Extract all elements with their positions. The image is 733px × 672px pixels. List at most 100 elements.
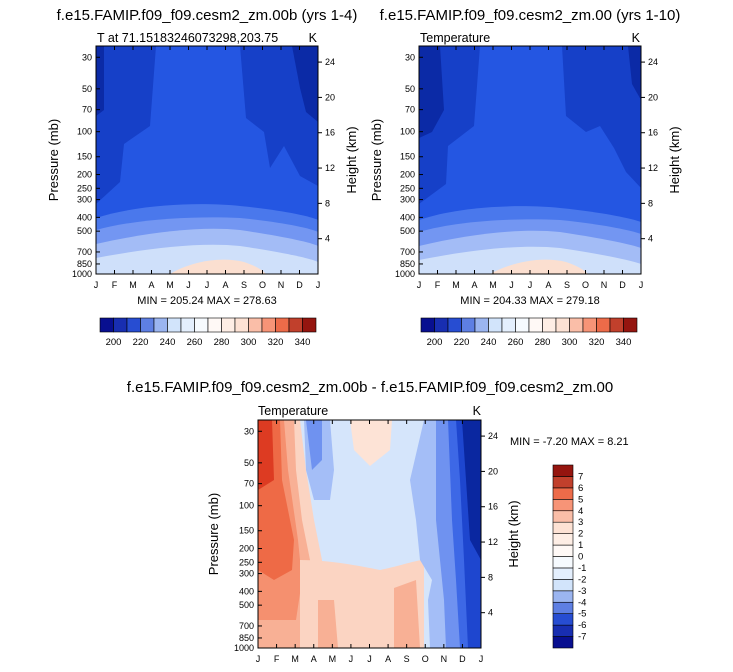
colorbar-cell	[140, 317, 155, 333]
x-tick-label: J	[417, 280, 422, 290]
height-tick-label: 24	[488, 431, 498, 441]
pressure-tick-label: 500	[77, 226, 92, 236]
x-tick-label: S	[404, 654, 410, 664]
colorbar-label: 320	[268, 337, 284, 348]
colorbar-cell	[248, 317, 263, 333]
x-tick-label: M	[291, 654, 299, 664]
p3-fill-cool-right-5	[462, 420, 481, 560]
panel-1-field	[96, 46, 318, 274]
pressure-tick-label: 250	[400, 183, 415, 193]
panel-2-field	[419, 46, 641, 274]
x-tick-label: J	[205, 280, 210, 290]
colorbar-cell	[275, 317, 290, 333]
pressure-tick-label: 30	[244, 426, 254, 436]
x-tick-label: A	[311, 654, 317, 664]
x-tick-label: A	[471, 280, 477, 290]
panel-3: f.e15.FAMIP.f09_f09.cesm2_zm.00b - f.e15…	[127, 379, 629, 664]
pressure-tick-label: 700	[77, 247, 92, 257]
pressure-tick-label: 500	[400, 226, 415, 236]
pressure-tick-label: 70	[244, 479, 254, 489]
pressure-tick-label: 400	[400, 212, 415, 222]
colorbar-cell	[552, 567, 574, 580]
p2-fill-level-850	[419, 246, 641, 274]
colorbar-cell	[234, 317, 249, 333]
pressure-tick-label: 50	[244, 458, 254, 468]
x-tick-label: D	[296, 280, 303, 290]
p3-fill-warm-lower-2	[318, 580, 420, 648]
colorbar-cell	[609, 317, 624, 333]
x-tick-label: A	[222, 280, 228, 290]
colorbar-cell	[180, 317, 195, 333]
x-tick-label: J	[367, 654, 372, 664]
colorbar-cell	[501, 317, 516, 333]
pressure-tick-label: 400	[239, 586, 254, 596]
pressure-tick-label: 200	[400, 170, 415, 180]
p1-fill-warm-surface	[170, 259, 266, 274]
colorbar-cell	[113, 317, 128, 333]
p3-fill-warm-top-mid	[350, 420, 392, 466]
panel-1-minmax: MIN = 205.24 MAX = 278.63	[137, 295, 276, 307]
height-tick-label: 12	[325, 163, 335, 173]
colorbar-cell	[99, 317, 114, 333]
pressure-tick-label: 300	[77, 195, 92, 205]
x-tick-label: A	[545, 280, 551, 290]
colorbar-cell	[447, 317, 462, 333]
colorbar-cell	[552, 624, 574, 637]
colorbar-label: 240	[481, 337, 497, 348]
colorbar-cell	[552, 499, 574, 512]
colorbar-label: 2	[578, 529, 583, 540]
colorbar-cell	[552, 590, 574, 603]
colorbar-cell	[623, 317, 638, 333]
colorbar-cell	[461, 317, 476, 333]
x-tick-label: J	[528, 280, 533, 290]
colorbar-cell	[302, 317, 317, 333]
height-tick-label: 8	[648, 198, 653, 208]
pressure-tick-label: 1000	[234, 643, 254, 653]
x-tick-label: N	[278, 280, 285, 290]
height-tick-label: 20	[325, 92, 335, 102]
pressure-tick-label: 700	[400, 247, 415, 257]
colorbar-label: -3	[578, 586, 586, 597]
colorbar-cell	[552, 636, 574, 649]
colorbar-cell	[515, 317, 530, 333]
x-tick-label: J	[509, 280, 514, 290]
colorbar-cell	[434, 317, 449, 333]
x-tick-label: N	[441, 654, 448, 664]
height-tick-label: 20	[488, 466, 498, 476]
colorbar-label: 340	[295, 337, 311, 348]
pressure-tick-label: 200	[77, 170, 92, 180]
panel-3-field	[258, 420, 481, 648]
p1-fill-dark-right	[292, 46, 318, 122]
colorbar-label: 280	[214, 337, 230, 348]
panel-1-unit-label: K	[309, 31, 318, 45]
pressure-tick-label: 850	[400, 259, 415, 269]
panel-3-title: f.e15.FAMIP.f09_f09.cesm2_zm.00b - f.e15…	[127, 379, 613, 396]
x-tick-label: J	[639, 280, 644, 290]
pressure-tick-label: 700	[239, 621, 254, 631]
panel-1-left-label: T at 71.15183246073298,203.75	[97, 31, 278, 45]
x-tick-label: A	[385, 654, 391, 664]
pressure-tick-label: 1000	[395, 269, 415, 279]
height-tick-label: 8	[325, 198, 330, 208]
pressure-tick-label: 250	[239, 557, 254, 567]
panel-1-title: f.e15.FAMIP.f09_f09.cesm2_zm.00b (yrs 1-…	[57, 7, 358, 24]
pressure-tick-label: 70	[405, 105, 415, 115]
colorbar-label: 260	[508, 337, 524, 348]
colorbar-cell	[552, 476, 574, 489]
pressure-tick-label: 400	[77, 212, 92, 222]
colorbar-label: 5	[578, 494, 583, 505]
colorbar-cell	[167, 317, 182, 333]
panel-2-minmax: MIN = 204.33 MAX = 279.18	[460, 295, 599, 307]
colorbar-cell	[552, 510, 574, 523]
colorbar-label: -2	[578, 574, 586, 585]
colorbar-cell	[261, 317, 276, 333]
x-tick-label: M	[452, 280, 460, 290]
colorbar-label: 260	[187, 337, 203, 348]
pressure-tick-label: 150	[77, 152, 92, 162]
colorbar-cell	[582, 317, 597, 333]
panel-3-ylabel: Pressure (mb)	[206, 493, 221, 575]
panel-1-y2label: Height (km)	[344, 126, 359, 193]
